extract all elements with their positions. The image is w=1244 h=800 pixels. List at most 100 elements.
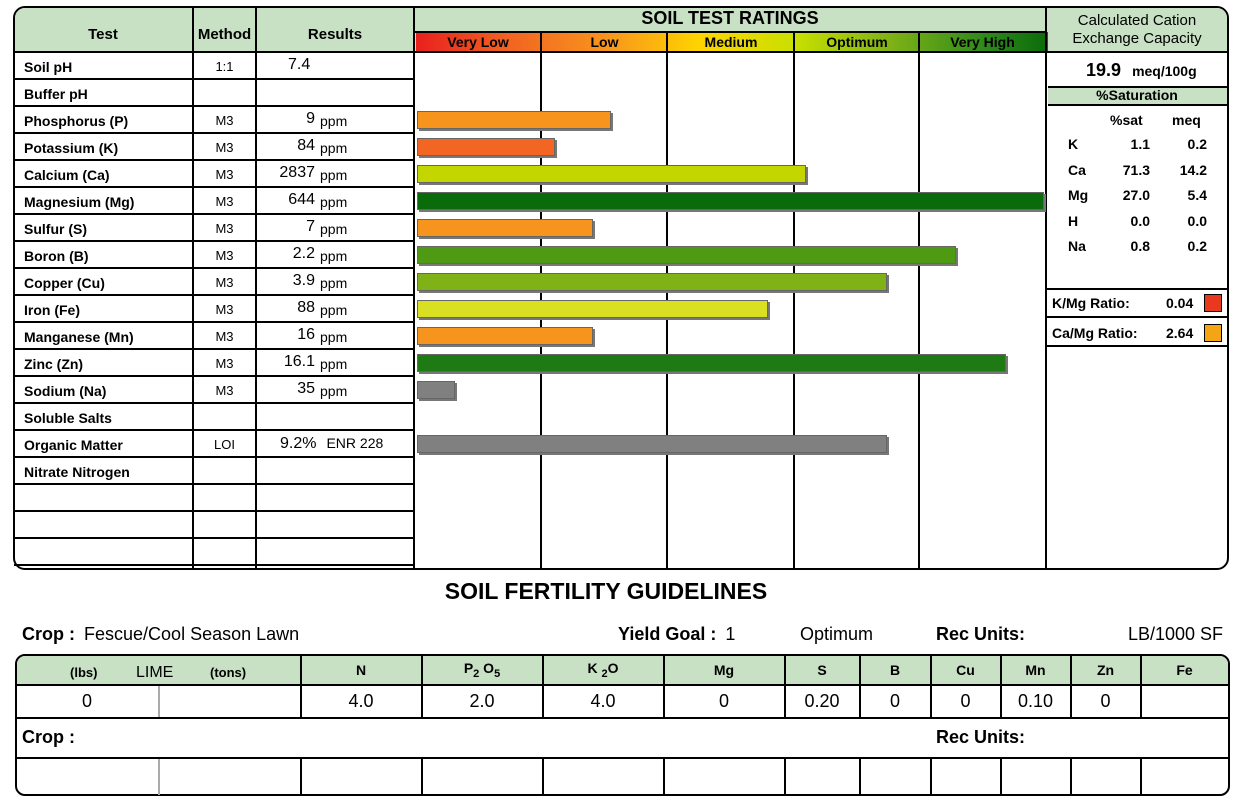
rating-bar [417, 138, 555, 156]
crop2-label: Crop : [22, 727, 75, 747]
test-result: 88 [297, 299, 315, 316]
header-b: B [889, 662, 901, 678]
rating-bar [417, 246, 957, 264]
guideline-value: 0.10 [1017, 691, 1054, 711]
header-zn: Zn [1096, 662, 1115, 678]
test-method: 1:1 [215, 59, 234, 74]
test-name: Nitrate Nitrogen [24, 464, 130, 480]
test-name: Soil pH [24, 59, 73, 75]
test-name: Buffer pH [24, 86, 88, 102]
rating-scale-gradient [416, 32, 1048, 52]
rating-bar [417, 192, 1044, 210]
test-method: M3 [215, 329, 234, 344]
rating-bar [417, 327, 593, 345]
lime-label: LIME [136, 664, 174, 681]
test-result: 2837 [279, 164, 315, 181]
test-name: Phosphorus (P) [24, 113, 129, 129]
test-name: Zinc (Zn) [24, 356, 84, 372]
ion-meq: 0.2 [1187, 238, 1207, 254]
yield-line: Yield Goal : 1 [618, 624, 735, 645]
header-method: Method [197, 26, 252, 43]
guideline-value: 0 [718, 691, 729, 711]
lime-lbs: (lbs) [70, 665, 98, 680]
test-name: Soluble Salts [24, 410, 112, 426]
soil-test-panel [13, 6, 1229, 570]
header-cu: Cu [956, 662, 975, 678]
test-result: 35 [297, 380, 315, 397]
test-unit: ppm [320, 356, 348, 372]
rating-optimum: Optimum [826, 34, 888, 50]
test-method: M3 [215, 167, 234, 182]
ion-sat: 0.8 [1130, 238, 1150, 254]
ion-meq: 5.4 [1187, 187, 1207, 203]
guideline-value: 0 [960, 691, 971, 711]
rating-medium: Medium [704, 34, 758, 50]
test-name: Copper (Cu) [24, 275, 105, 291]
test-name: Magnesium (Mg) [24, 194, 135, 210]
header-fe: Fe [1176, 662, 1193, 678]
cec-value-box: 19.9 meq/100g [1086, 60, 1197, 81]
test-unit: ppm [320, 302, 348, 318]
ion-sat: 71.3 [1122, 161, 1150, 178]
test-result: 16.1 [283, 353, 315, 370]
test-method: M3 [215, 248, 234, 263]
crop-line: Crop : Fescue/Cool Season Lawn [22, 624, 299, 645]
test-result: 2.2 [292, 245, 315, 262]
cec-value: 19.9 [1086, 60, 1122, 80]
test-result: 9.2% ENR 228 [280, 435, 384, 452]
ion-label: Ca [1068, 161, 1086, 178]
test-result: 9 [306, 110, 315, 127]
rating-bar [417, 219, 593, 237]
test-name: Sodium (Na) [24, 383, 107, 399]
guideline-value: 4.0 [590, 691, 616, 711]
test-name: Boron (B) [24, 248, 89, 264]
kmg-status-swatch [1204, 294, 1222, 312]
rec-units-value: LB/1000 SF [1127, 624, 1223, 644]
test-name: Iron (Fe) [24, 302, 80, 318]
test-result: 7 [306, 218, 315, 235]
test-method: M3 [215, 221, 234, 236]
test-unit: ppm [320, 248, 348, 264]
ion-sat: 0.0 [1130, 212, 1150, 229]
header-test: Test [88, 26, 118, 43]
cec-title: Calculated Cation Exchange Capacity [1072, 12, 1202, 47]
ion-meq: 14.2 [1179, 161, 1207, 178]
ratings-title: SOIL TEST RATINGS [641, 8, 819, 28]
camg-label: Ca/Mg Ratio: [1052, 325, 1138, 341]
test-method: M3 [215, 356, 234, 371]
guideline-value: 0 [889, 691, 900, 711]
rec-units2-label: Rec Units: [936, 727, 1026, 747]
kmg-value: 0.04 [1166, 295, 1194, 311]
ion-label: Mg [1068, 187, 1089, 203]
test-method: M3 [215, 194, 234, 209]
saturation-title: %Saturation [1096, 87, 1178, 103]
ion-sat: 1.1 [1130, 136, 1150, 152]
yield-label: Yield Goal : [618, 624, 717, 644]
test-unit: ppm [320, 167, 348, 183]
col-sat: %sat [1110, 112, 1143, 128]
yield-rating: Optimum [800, 624, 874, 644]
rating-very-high: Very High [950, 34, 1015, 50]
guideline-value: 0.20 [804, 691, 840, 711]
header-results: Results [307, 26, 363, 43]
test-unit: ppm [320, 275, 348, 291]
guideline-value: 0 [1100, 691, 1111, 711]
camg-status-swatch [1204, 324, 1222, 342]
test-name: Potassium (K) [24, 140, 119, 156]
test-method: M3 [215, 140, 234, 155]
camg-value: 2.64 [1166, 325, 1194, 341]
crop-value: Fescue/Cool Season Lawn [84, 624, 300, 644]
rating-bar [417, 381, 455, 399]
ion-label: H [1068, 212, 1079, 229]
test-result: 7.4 [288, 56, 311, 73]
test-name: Organic Matter [24, 437, 123, 453]
yield-value: 1 [725, 624, 736, 644]
col-meq: meq [1172, 112, 1201, 128]
rating-low: Low [590, 34, 619, 50]
test-result: 3.9 [292, 272, 315, 289]
ion-label: K [1068, 136, 1079, 152]
test-result: 84 [297, 137, 315, 154]
ion-meq: 0.0 [1187, 212, 1207, 229]
ion-meq: 0.2 [1187, 136, 1207, 152]
header-mn: Mn [1025, 662, 1046, 678]
